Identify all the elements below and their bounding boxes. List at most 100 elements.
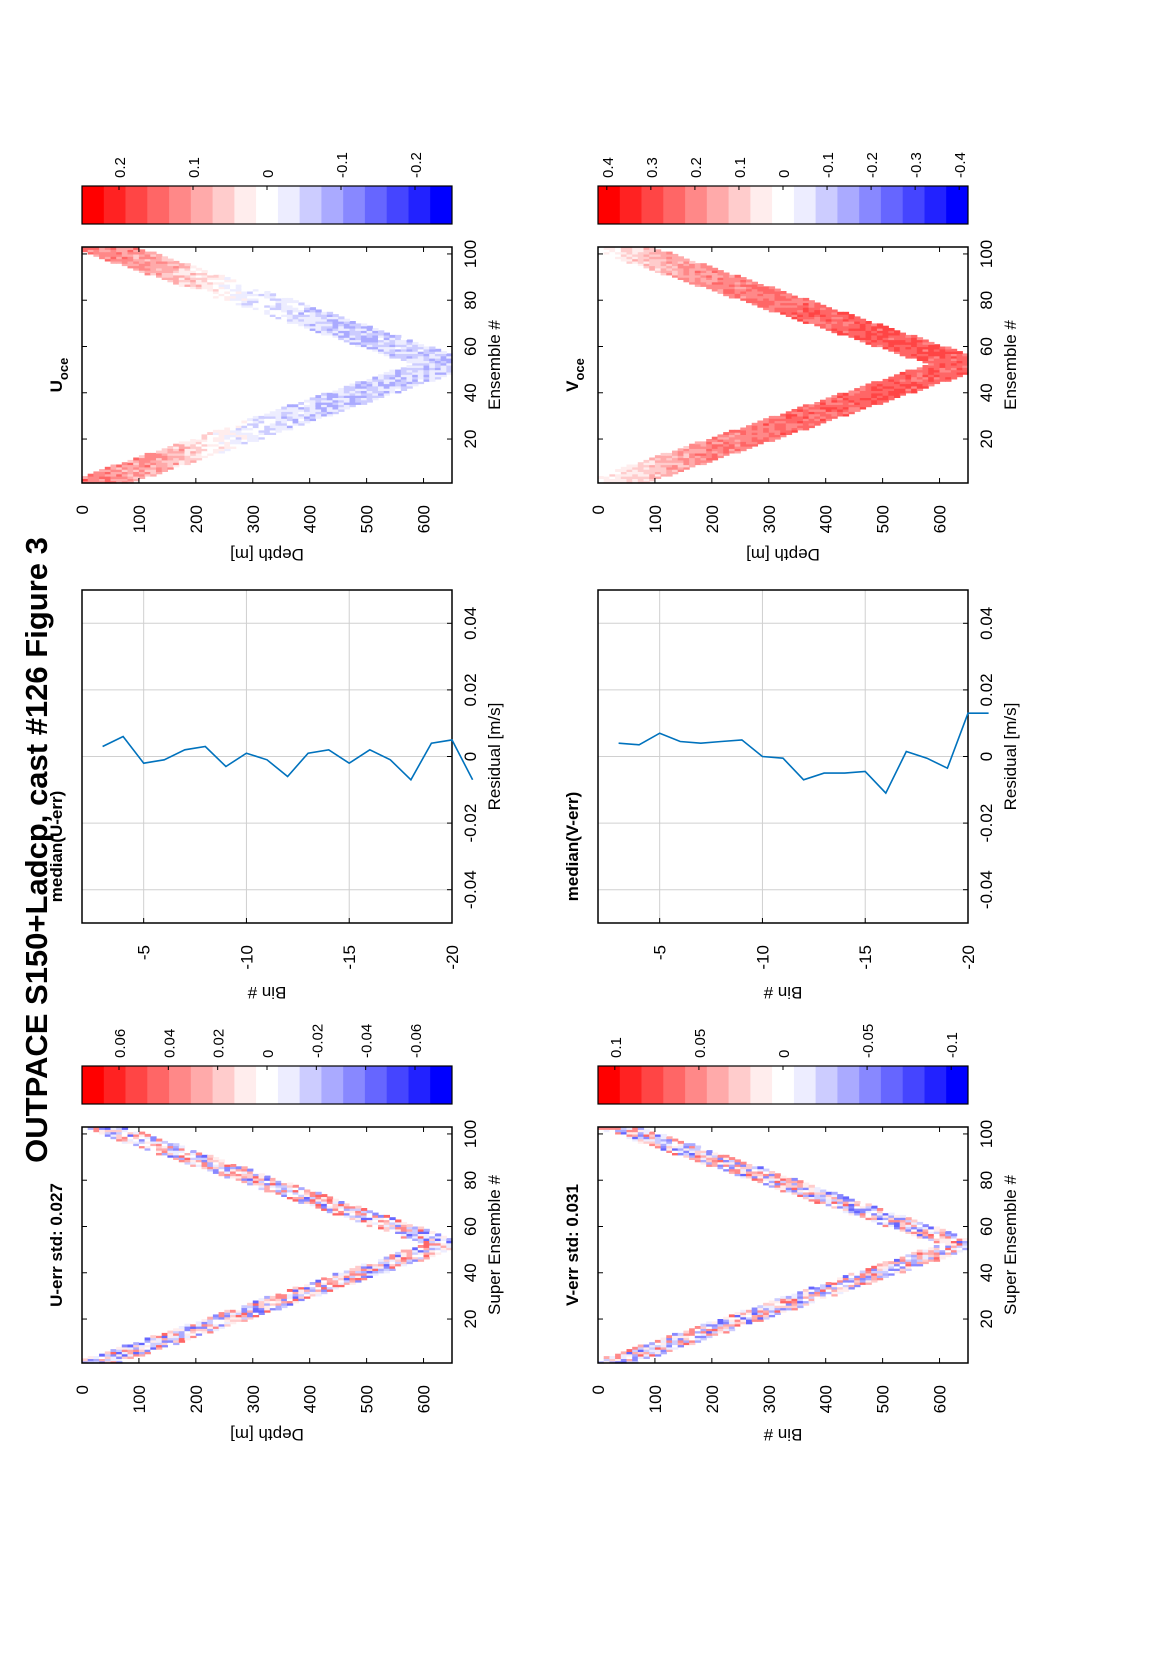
heatmap-cell: [876, 332, 884, 336]
heatmap-cell: [150, 1143, 157, 1147]
heatmap-cell: [660, 1138, 667, 1142]
heatmap-cell: [389, 1231, 396, 1234]
colorbar-segment: [256, 186, 279, 224]
heatmap-cell: [632, 478, 639, 482]
heatmap-cell: [609, 478, 616, 482]
heatmap-cell: [332, 390, 339, 394]
heatmap-cell: [774, 288, 781, 292]
heatmap-cell: [723, 286, 730, 290]
heatmap-cell: [269, 304, 277, 308]
heatmap-cell: [207, 1326, 214, 1329]
heatmap-cell: [343, 1275, 351, 1278]
heatmap-cell: [195, 1330, 203, 1334]
heatmap-cell: [723, 1319, 730, 1322]
heatmap-cell: [842, 318, 850, 322]
heatmap-cell: [281, 409, 288, 412]
heatmap-cell: [212, 429, 220, 433]
heatmap-cell: [848, 1208, 855, 1211]
heatmap-cell: [281, 1184, 288, 1188]
heatmap-cell: [235, 284, 242, 287]
heatmap-cell: [672, 466, 679, 470]
heatmap-cell: [218, 1326, 225, 1329]
heatmap-cell: [894, 374, 901, 378]
heatmap-cell: [366, 1265, 373, 1269]
heatmap-cell: [723, 1154, 730, 1158]
heatmap-cell: [791, 1293, 798, 1297]
heatmap-cell: [814, 1298, 821, 1302]
heatmap-cell: [224, 286, 231, 290]
heatmap-cell: [343, 399, 351, 403]
heatmap-cell: [201, 1159, 208, 1163]
panel-title: V-err std: 0.031: [563, 1184, 582, 1306]
heatmap-cell: [378, 392, 385, 396]
heatmap-cell: [876, 1214, 884, 1218]
heatmap-cell: [156, 1332, 163, 1336]
colorbar-segment: [190, 1066, 214, 1104]
heatmap-cell: [173, 274, 180, 278]
heatmap-cell: [224, 1319, 231, 1322]
heatmap-cell: [144, 1339, 151, 1343]
heatmap-cell: [446, 369, 453, 373]
heatmap-cell: [429, 1254, 436, 1258]
heatmap-cell: [281, 314, 288, 317]
heatmap-cell: [660, 1136, 667, 1140]
heatmap-cell: [144, 1344, 151, 1348]
heatmap-cell: [854, 395, 861, 398]
heatmap-cell: [423, 1233, 430, 1237]
heatmap-cell: [802, 1300, 810, 1304]
heatmap-cell: [326, 1210, 334, 1214]
heatmap-cell: [882, 399, 889, 403]
heatmap-cell: [797, 300, 804, 304]
heatmap-cell: [389, 1263, 396, 1267]
y-tick-label: 200: [703, 505, 722, 533]
heatmap-cell: [683, 263, 690, 267]
heatmap-cell: [161, 267, 168, 271]
heatmap-cell: [763, 302, 770, 306]
heatmap-cell: [121, 253, 129, 257]
heatmap-cell: [429, 371, 436, 375]
heatmap-cell: [304, 402, 311, 405]
heatmap-cell: [649, 1131, 656, 1135]
heatmap-cell: [859, 323, 867, 327]
heatmap-cell: [406, 1256, 413, 1260]
heatmap-cell: [711, 443, 719, 447]
heatmap-cell: [808, 314, 815, 317]
heatmap-cell: [785, 411, 793, 415]
heatmap-cell: [366, 325, 373, 329]
heatmap-cell: [888, 1268, 895, 1271]
heatmap-cell: [429, 376, 436, 380]
heatmap-cell: [962, 360, 969, 364]
heatmap-cell: [728, 277, 736, 280]
heatmap-cell: [258, 422, 265, 426]
heatmap-cell: [195, 1159, 203, 1163]
heatmap-cell: [150, 1136, 157, 1140]
heatmap-cell: [252, 1180, 260, 1184]
heatmap-cell: [882, 385, 889, 389]
x-tick-label: 100: [461, 240, 480, 268]
heatmap-cell: [207, 286, 214, 290]
colorbar-segment: [321, 186, 344, 224]
heatmap-cell: [366, 1221, 373, 1225]
heatmap-cell: [694, 277, 702, 280]
heatmap-cell: [620, 469, 628, 472]
heatmap-cell: [700, 279, 707, 283]
heatmap-cell: [286, 1191, 294, 1195]
heatmap-cell: [780, 1298, 787, 1302]
heatmap-cell: [854, 1272, 861, 1276]
heatmap-cell: [241, 1177, 248, 1181]
heatmap-cell: [258, 1177, 265, 1181]
heatmap-cell: [161, 452, 168, 456]
heatmap-cell: [683, 457, 690, 461]
heatmap-cell: [338, 321, 345, 324]
heatmap-cell: [643, 1133, 650, 1137]
heatmap-cell: [178, 1154, 186, 1158]
heatmap-cell: [876, 1263, 884, 1267]
heatmap-cell: [689, 1147, 696, 1151]
heatmap-cell: [184, 265, 191, 269]
heatmap-cell: [321, 328, 328, 331]
heatmap-cell: [916, 367, 924, 371]
heatmap-cell: [626, 1351, 633, 1355]
heatmap-cell: [728, 441, 736, 445]
heatmap-cell: [304, 311, 311, 315]
